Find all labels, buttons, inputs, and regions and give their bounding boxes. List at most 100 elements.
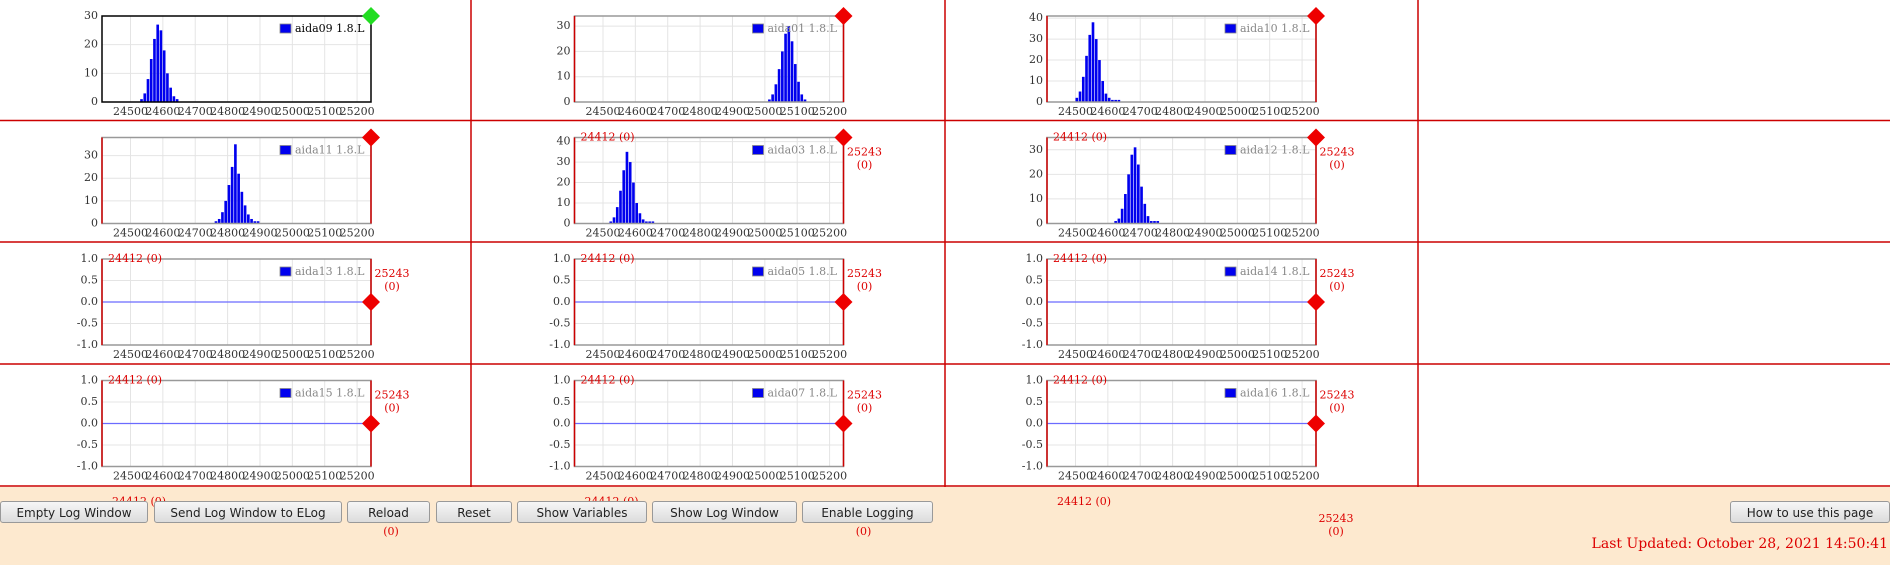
x-tick-label: 25200: [340, 348, 375, 361]
x-tick-label: 25000: [1220, 470, 1255, 483]
x-tick-label: 24600: [618, 105, 653, 118]
histogram-bar: [1130, 154, 1134, 224]
legend-label: aida15 1.8.L: [295, 387, 365, 400]
histogram-bar: [797, 81, 800, 102]
limit-annotation: 24412 (0): [581, 374, 635, 387]
x-tick-label: 24900: [715, 348, 750, 361]
histogram-bar: [1098, 60, 1101, 102]
y-tick-label: -1.0: [1022, 338, 1043, 351]
histogram-bar: [774, 84, 778, 102]
x-tick-label: 24500: [1058, 227, 1093, 240]
button[interactable]: Reload: [347, 501, 430, 523]
histogram-bar: [1104, 93, 1108, 102]
histogram-bar: [1114, 99, 1117, 102]
x-tick-label: 24900: [715, 227, 750, 240]
button[interactable]: Show Variables: [517, 501, 647, 523]
limit-annotation: 24412 (0): [581, 131, 635, 144]
y-tick-label: 0.5: [81, 395, 99, 408]
histogram-bar: [1107, 97, 1111, 102]
x-tick-label: 24600: [1090, 105, 1125, 118]
histogram-bar: [1133, 147, 1137, 224]
x-tick-label: 24900: [242, 470, 277, 483]
x-tick-label: 24700: [650, 470, 685, 483]
histogram-bar: [609, 221, 613, 224]
histogram-bar: [230, 166, 234, 224]
x-tick-label: 25100: [780, 105, 815, 118]
button[interactable]: Enable Logging: [802, 501, 933, 523]
y-tick-label: 10: [84, 66, 98, 79]
x-tick-label: 25000: [1220, 105, 1255, 118]
x-tick-label: 25200: [340, 227, 375, 240]
x-tick-label: 24500: [113, 227, 148, 240]
y-tick-label: 1.0: [1026, 252, 1044, 265]
limit-annotation: 25243: [375, 389, 410, 402]
x-tick-label: 24500: [585, 470, 620, 483]
histogram-bar: [1153, 221, 1156, 224]
button[interactable]: Show Log Window: [652, 501, 797, 523]
x-tick-label: 24800: [210, 470, 245, 483]
y-tick-label: 0: [1036, 217, 1043, 230]
y-tick-label: 0: [564, 95, 571, 108]
limit-annotation: 25243: [847, 267, 882, 280]
histogram-bar: [214, 221, 218, 224]
x-tick-label: 25100: [780, 470, 815, 483]
x-tick-label: 24600: [618, 470, 653, 483]
x-tick-label: 24800: [210, 227, 245, 240]
x-tick-label: 24600: [1090, 348, 1125, 361]
limit-annotation: 24412 (0): [1057, 495, 1111, 508]
x-tick-label: 24600: [145, 227, 180, 240]
button[interactable]: Send Log Window to ELog: [154, 501, 342, 523]
legend-swatch: [1224, 23, 1237, 34]
y-tick-label: 20: [84, 38, 98, 51]
x-tick-label: 24600: [1090, 470, 1125, 483]
x-tick-label: 24700: [1123, 470, 1158, 483]
legend-swatch: [752, 23, 764, 34]
histogram-bar: [790, 41, 794, 102]
y-tick-label: 10: [557, 70, 571, 83]
histogram-bar: [777, 69, 781, 102]
legend-label: aida07 1.8.L: [768, 387, 838, 400]
limit-annotation: (0): [383, 525, 399, 538]
status-marker: [1307, 414, 1325, 433]
legend-label: aida10 1.8.L: [1240, 22, 1310, 35]
x-tick-label: 24500: [113, 470, 148, 483]
x-tick-label: 24700: [650, 105, 685, 118]
y-tick-label: -0.5: [1022, 438, 1043, 451]
x-tick-label: 24500: [585, 227, 620, 240]
y-tick-label: -1.0: [77, 460, 98, 473]
x-tick-label: 24700: [1123, 227, 1158, 240]
legend-swatch: [1224, 145, 1237, 155]
x-tick-label: 24800: [1155, 348, 1190, 361]
y-tick-label: 10: [557, 196, 571, 209]
histogram-bar: [803, 99, 807, 102]
help-button[interactable]: How to use this page: [1730, 501, 1890, 523]
limit-annotation: (0): [1328, 525, 1344, 538]
histogram-bar: [1111, 99, 1114, 102]
histogram-bar: [1117, 218, 1121, 224]
histogram-bar: [253, 221, 257, 224]
last-updated: Last Updated: October 28, 2021 14:50:41: [1591, 536, 1888, 552]
legend-swatch: [279, 388, 292, 398]
button[interactable]: Reset: [436, 501, 512, 523]
x-tick-label: 24800: [1155, 105, 1190, 118]
x-tick-label: 25000: [275, 227, 310, 240]
legend-label: aida03 1.8.L: [768, 144, 838, 157]
limit-annotation: 25243: [1320, 146, 1355, 159]
limit-annotation: 24412 (0): [1053, 131, 1107, 144]
histogram-bar: [256, 221, 260, 224]
y-tick-label: -0.5: [77, 438, 98, 451]
x-tick-label: 24700: [1123, 105, 1158, 118]
histogram-bar: [1149, 221, 1153, 224]
y-tick-label: 10: [1029, 74, 1043, 87]
button[interactable]: Empty Log Window: [0, 501, 148, 523]
x-tick-label: 24900: [242, 227, 277, 240]
y-tick-label: 0.0: [1026, 417, 1044, 430]
x-tick-label: 25000: [275, 105, 310, 118]
y-tick-label: 20: [557, 44, 571, 57]
x-tick-label: 24900: [1187, 105, 1222, 118]
limit-annotation: (0): [384, 402, 400, 415]
x-tick-label: 24700: [178, 227, 213, 240]
histogram-bar: [166, 73, 169, 102]
histogram-bar: [149, 59, 153, 102]
